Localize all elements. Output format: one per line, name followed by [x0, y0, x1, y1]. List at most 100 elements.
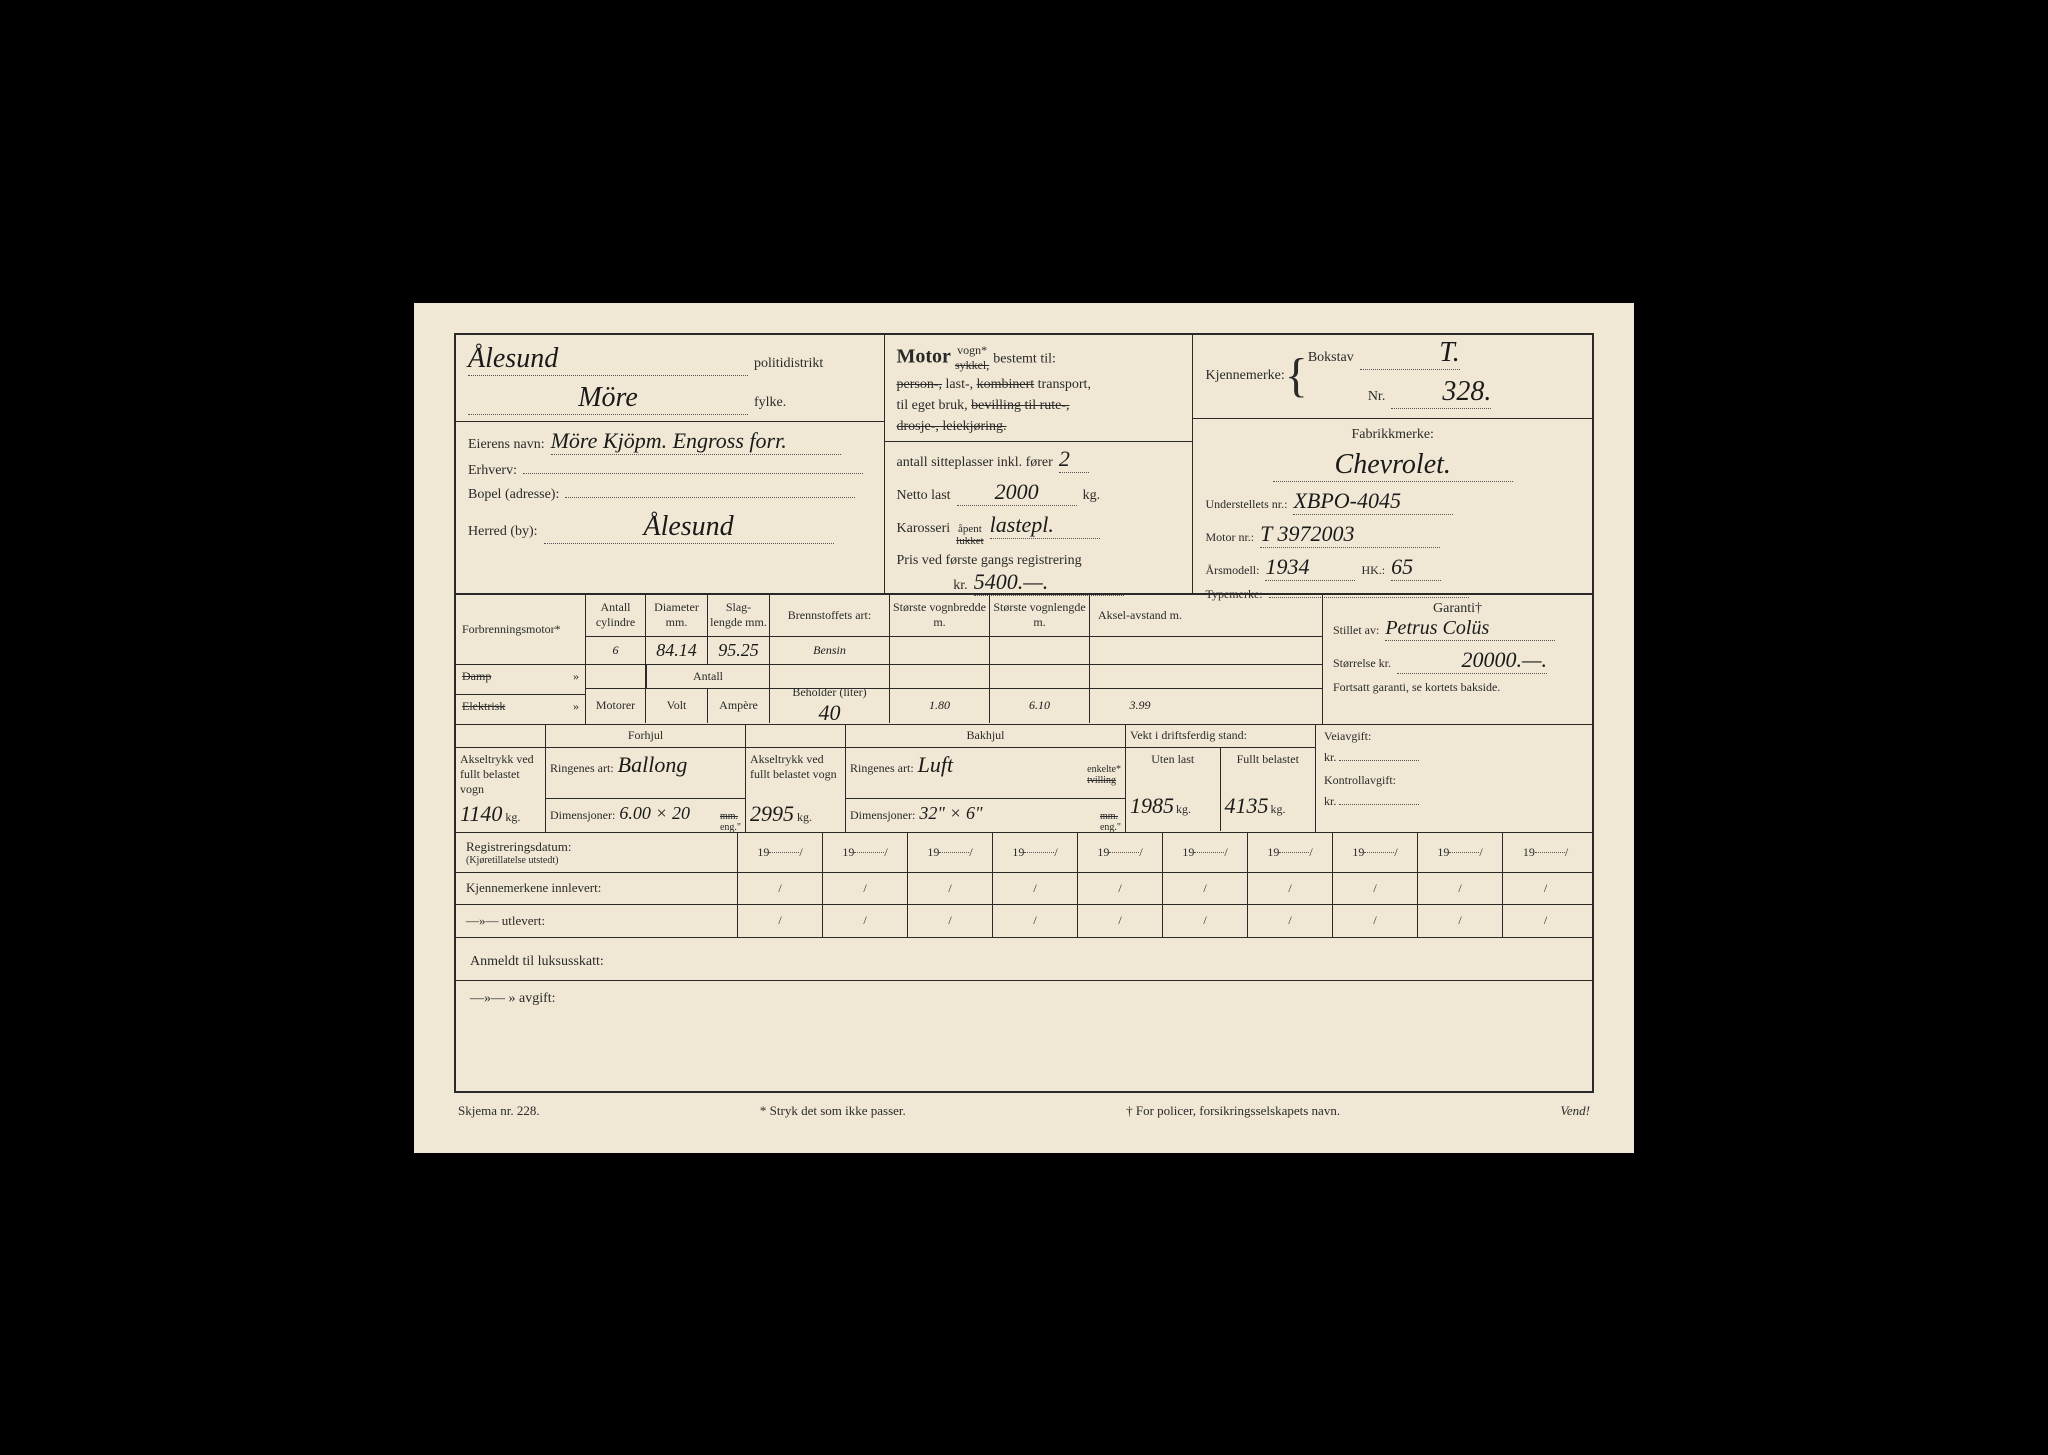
diameter-value: 84.14 — [646, 637, 708, 664]
date-cell: / — [993, 905, 1078, 937]
bottom-section: Anmeldt til luksusskatt: —»— » avgift: — [456, 938, 1592, 1017]
understell-label: Understellets nr.: — [1205, 497, 1287, 512]
rear-akseltrykk-label: Akseltrykk ved fullt belastet vogn — [746, 747, 845, 799]
front-dim-label: Dimensjoner: — [550, 808, 615, 823]
erhverv-label: Erhverv: — [468, 463, 517, 479]
motor-bevilling: bevilling til rute-, — [971, 398, 1069, 413]
enkelte-label: enkelte* — [1087, 764, 1121, 775]
bopel-label: Bopel (adresse): — [468, 487, 559, 503]
netto-unit: kg. — [1083, 488, 1101, 504]
veiavgift-kr: kr. — [1324, 750, 1336, 764]
date-cell: / — [1418, 905, 1503, 937]
arsmodell-label: Årsmodell: — [1205, 563, 1259, 578]
pris-kr: kr. — [953, 578, 967, 594]
antall-label: Antall — [646, 665, 770, 688]
karosseri-value: lastepl. — [990, 512, 1100, 539]
motor-eget: til eget bruk, — [897, 398, 968, 413]
arsmodell-value: 1934 — [1265, 554, 1355, 581]
front-akseltrykk-label: Akseltrykk ved fullt belastet vogn — [456, 747, 545, 799]
reg-label: Registreringsdatum: — [466, 839, 571, 855]
storrelse-label: Størrelse kr. — [1333, 656, 1391, 671]
front-eng: eng." — [720, 822, 741, 833]
sitteplasser-value: 2 — [1059, 446, 1089, 473]
understell-value: XBPO-4045 — [1293, 488, 1453, 515]
uten-kg: kg. — [1176, 802, 1191, 817]
fabrikk-value: Chevrolet. — [1273, 449, 1513, 482]
rear-dim-value: 32" × 6" — [919, 803, 982, 824]
front-ringenes-value: Ballong — [618, 752, 688, 778]
forbrenning-label: Forbrenningsmotor* — [462, 622, 561, 637]
hk-label: HK.: — [1361, 563, 1385, 578]
date-cell: / — [1248, 905, 1333, 937]
motor-vogn: vogn* — [957, 343, 987, 357]
brace-icon: { — [1285, 357, 1308, 395]
vend-label: Vend! — [1560, 1103, 1590, 1119]
date-cell: 19/ — [738, 833, 823, 872]
rear-dim-label: Dimensjoner: — [850, 808, 915, 823]
fabrikk-label: Fabrikkmerke: — [1352, 427, 1434, 443]
aksel-label: Aksel-avstand m. — [1090, 595, 1190, 636]
date-cell: / — [823, 905, 908, 937]
date-cell: / — [738, 873, 823, 904]
veiavgift-label: Veiavgift: — [1324, 729, 1584, 744]
politidistrikt-value: Ålesund — [468, 343, 748, 376]
elektrisk-arrow: » — [573, 699, 579, 714]
motor-sykkel: sykkel, — [955, 358, 989, 372]
motor-title: Motor — [897, 345, 951, 367]
date-cell: 19/ — [993, 833, 1078, 872]
karosseri-lukket: lukket — [956, 535, 984, 547]
kontroll-kr: kr. — [1324, 794, 1336, 808]
navn-value: Möre Kjöpm. Engross forr. — [551, 428, 841, 455]
anmeldt-label: Anmeldt til luksusskatt: — [456, 944, 1592, 981]
garanti-box: Garanti† Stillet av: Petrus Colüs Større… — [1322, 595, 1592, 724]
utlevert-label: —»— utlevert: — [456, 905, 738, 937]
date-cell: 19/ — [1333, 833, 1418, 872]
pris-value: 5400.—. — [974, 569, 1124, 596]
wheels-section: Akseltrykk ved fullt belastet vogn 1140 … — [456, 725, 1592, 833]
brennstoff-value: Bensin — [770, 637, 890, 664]
karosseri-label: Karosseri — [897, 521, 951, 537]
kjennemerke-box: Kjennemerke: { Bokstav T. Nr. 328. — [1193, 335, 1592, 419]
footnote-1: * Stryk det som ikke passer. — [760, 1103, 906, 1119]
bokstav-value: T. — [1360, 337, 1460, 370]
navn-label: Eierens navn: — [468, 437, 545, 453]
date-cell: / — [1163, 873, 1248, 904]
motor-drosje: drosje-, leiekjøring. — [897, 419, 1007, 434]
date-cell: / — [908, 873, 993, 904]
motornr-label: Motor nr.: — [1205, 530, 1254, 545]
fullt-value: 4135 — [1225, 793, 1269, 819]
sitteplasser-label: antall sitteplasser inkl. fører — [897, 455, 1053, 471]
elektrisk-label: Elektrisk — [462, 699, 505, 713]
date-cell: / — [993, 873, 1078, 904]
date-cell: 19/ — [823, 833, 908, 872]
form-border: Ålesund politidistrikt Möre fylke. Eiere… — [454, 333, 1594, 1093]
netto-label: Netto last — [897, 488, 951, 504]
volt-label: Volt — [646, 689, 708, 723]
motorer-label: Motorer — [586, 689, 646, 723]
dates-section: Registreringsdatum: (Kjøretillatelse uts… — [456, 833, 1592, 938]
bokstav-label: Bokstav — [1308, 350, 1354, 366]
front-dim-value: 6.00 × 20 — [619, 803, 690, 824]
date-cell: / — [1503, 873, 1588, 904]
politidistrikt-label: politidistrikt — [754, 356, 823, 372]
rear-akseltrykk-kg: kg. — [797, 810, 812, 825]
date-cell: / — [908, 905, 993, 937]
damp-arrow: » — [573, 669, 579, 684]
date-cell: 19/ — [1503, 833, 1588, 872]
avgift-label: —»— » avgift: — [466, 981, 1582, 1011]
top-section: Ålesund politidistrikt Möre fylke. Eiere… — [456, 335, 1592, 595]
engine-type-col: Forbrenningsmotor* Damp » Elektrisk » — [456, 595, 586, 724]
motor-bestemt: bestemt til: — [993, 351, 1056, 366]
date-cell: 19/ — [1248, 833, 1333, 872]
hk-value: 65 — [1391, 554, 1441, 581]
bredde-value: 1.80 — [890, 689, 990, 723]
beholder-label: Beholder (liter) — [772, 685, 887, 700]
ampere-label: Ampère — [708, 689, 770, 723]
registration-card: Ålesund politidistrikt Möre fylke. Eiere… — [414, 303, 1634, 1153]
pris-label: Pris ved første gangs registrering — [897, 553, 1082, 568]
storrelse-value: 20000.—. — [1397, 647, 1547, 674]
stillet-value: Petrus Colüs — [1385, 617, 1555, 641]
engine-section: Forbrenningsmotor* Damp » Elektrisk » An… — [456, 595, 1592, 725]
rear-ringenes-label: Ringenes art: — [850, 761, 914, 776]
forhjul-label: Forhjul — [546, 725, 745, 747]
